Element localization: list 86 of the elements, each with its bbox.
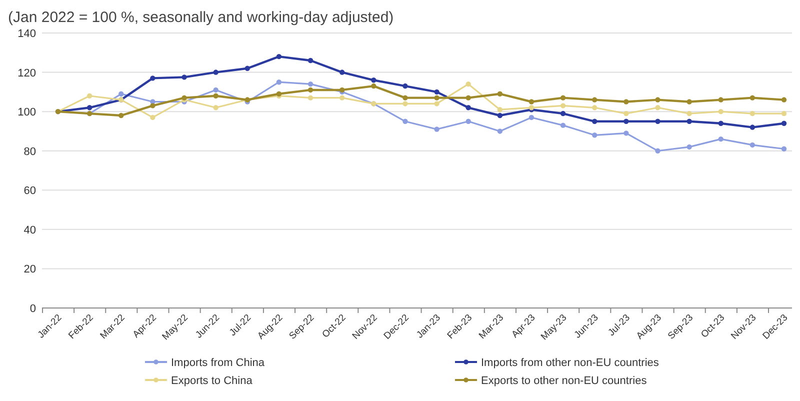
point <box>371 83 376 89</box>
point <box>624 130 629 136</box>
point <box>213 87 218 93</box>
y-tick-label: 100 <box>18 106 36 119</box>
y-tick-label: 20 <box>24 264 36 276</box>
point <box>213 70 218 75</box>
point <box>560 95 566 100</box>
y-tick-label: 60 <box>24 185 36 198</box>
point <box>276 54 282 60</box>
point <box>434 95 440 100</box>
point <box>592 97 598 102</box>
point <box>781 146 787 152</box>
point <box>308 58 314 64</box>
point <box>402 95 408 100</box>
y-tick-label: 140 <box>18 28 36 40</box>
chart-title: (Jan 2022 = 100 %, seasonally and working-day adjusted) <box>8 9 394 26</box>
point <box>718 97 724 102</box>
legend-label: Imports from other non-EU countries <box>481 357 660 369</box>
point <box>592 105 598 110</box>
point <box>308 95 314 100</box>
point <box>655 148 660 154</box>
point <box>466 81 471 87</box>
point <box>655 118 660 124</box>
point <box>86 93 92 98</box>
point <box>434 89 440 95</box>
point <box>781 97 787 102</box>
point <box>182 74 187 80</box>
point <box>150 114 156 120</box>
point <box>750 110 756 116</box>
point <box>371 78 376 83</box>
legend-label: Exports to China <box>171 375 254 387</box>
point <box>276 80 282 85</box>
point <box>655 97 660 102</box>
point <box>434 101 440 106</box>
y-tick-label: 40 <box>24 224 36 236</box>
point <box>624 110 629 116</box>
point <box>781 120 787 126</box>
point <box>624 99 629 104</box>
point <box>466 95 471 100</box>
point <box>686 144 692 150</box>
point <box>213 105 218 110</box>
point <box>655 105 660 110</box>
point <box>718 136 724 142</box>
point <box>560 110 566 116</box>
point <box>213 93 218 98</box>
point <box>434 126 440 132</box>
point <box>118 91 124 96</box>
point <box>750 95 756 100</box>
point <box>560 103 566 108</box>
point <box>497 128 503 134</box>
point <box>150 103 156 108</box>
point <box>592 118 598 124</box>
point <box>308 87 314 93</box>
point <box>150 76 156 81</box>
point <box>528 99 534 104</box>
point <box>497 112 503 118</box>
point <box>686 110 692 116</box>
legend-label: Imports from China <box>171 357 266 369</box>
point <box>466 105 471 110</box>
y-tick-label: 0 <box>30 303 36 315</box>
point <box>497 91 503 96</box>
point <box>718 108 724 114</box>
point <box>308 81 314 87</box>
point <box>339 95 345 100</box>
y-tick-label: 80 <box>24 146 36 158</box>
point <box>718 120 724 126</box>
point <box>781 110 787 116</box>
point <box>560 122 566 128</box>
point <box>86 105 92 110</box>
point <box>528 114 534 120</box>
point <box>402 83 408 89</box>
point <box>118 112 124 118</box>
point <box>592 132 598 138</box>
point <box>750 124 756 130</box>
point <box>244 66 250 71</box>
point <box>466 118 471 124</box>
point <box>402 101 408 106</box>
point <box>750 142 756 148</box>
point <box>686 99 692 104</box>
y-tick-label: 120 <box>18 67 36 80</box>
legend-label: Exports to other non-EU countries <box>481 375 648 387</box>
point <box>402 118 408 124</box>
point <box>686 118 692 124</box>
point <box>339 70 345 75</box>
point <box>624 118 629 124</box>
point <box>497 107 503 112</box>
